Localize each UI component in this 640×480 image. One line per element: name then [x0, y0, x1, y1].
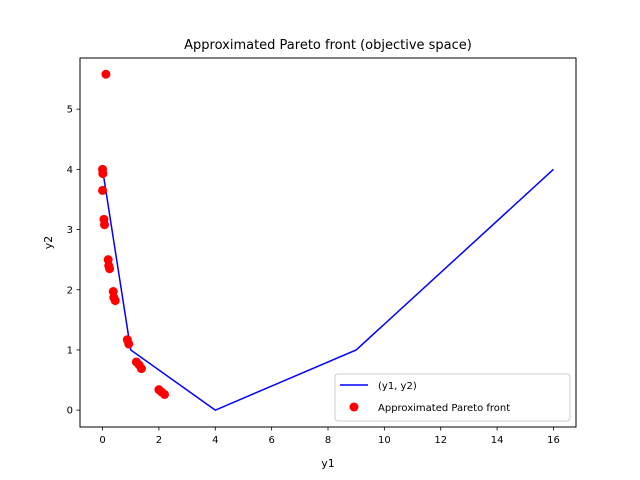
x-tick-label: 2 — [156, 435, 162, 446]
scatter-point — [124, 339, 134, 349]
legend-entry-scatter: Approximated Pareto front — [378, 403, 510, 414]
plot-background — [80, 58, 576, 427]
legend: (y1, y2) Approximated Pareto front — [334, 373, 571, 422]
x-tick-label: 8 — [325, 435, 331, 446]
y-tick-label: 3 — [67, 225, 73, 236]
y-tick-label: 1 — [67, 345, 73, 356]
y-axis-ticks: 0 1 2 3 4 5 — [67, 105, 80, 417]
scatter-point — [105, 264, 115, 274]
chart-title: Approximated Pareto front (objective spa… — [184, 38, 472, 53]
series-line-y1-y2 — [101, 168, 554, 412]
line-series-layer — [101, 168, 554, 412]
scatter-series-layer — [98, 69, 170, 399]
x-tick-label: 12 — [434, 435, 447, 446]
scatter-point — [110, 296, 120, 306]
x-tick-label: 0 — [99, 435, 105, 446]
y-tick-label: 5 — [67, 105, 73, 116]
scatter-point — [136, 364, 146, 374]
scatter-point — [160, 389, 170, 399]
scatter-point — [98, 185, 108, 195]
x-tick-label: 4 — [212, 435, 218, 446]
y-axis-label: y2 — [42, 236, 55, 250]
legend-entry-line: (y1, y2) — [378, 381, 417, 392]
x-tick-label: 16 — [547, 435, 560, 446]
legend-box — [334, 373, 571, 422]
x-tick-label: 6 — [268, 435, 274, 446]
x-axis-label: y1 — [321, 457, 335, 470]
scatter-point — [100, 220, 110, 230]
x-tick-label: 14 — [491, 435, 504, 446]
x-tick-label: 10 — [378, 435, 391, 446]
y-tick-label: 0 — [67, 406, 73, 417]
plot-area — [79, 57, 577, 428]
x-axis-ticks: 0 2 4 6 8 10 12 14 16 — [99, 427, 560, 446]
legend-scatter-swatch — [349, 402, 359, 412]
scatter-point — [98, 169, 108, 179]
y-tick-label: 4 — [67, 165, 73, 176]
y-tick-label: 2 — [67, 285, 73, 296]
scatter-point — [101, 69, 111, 79]
